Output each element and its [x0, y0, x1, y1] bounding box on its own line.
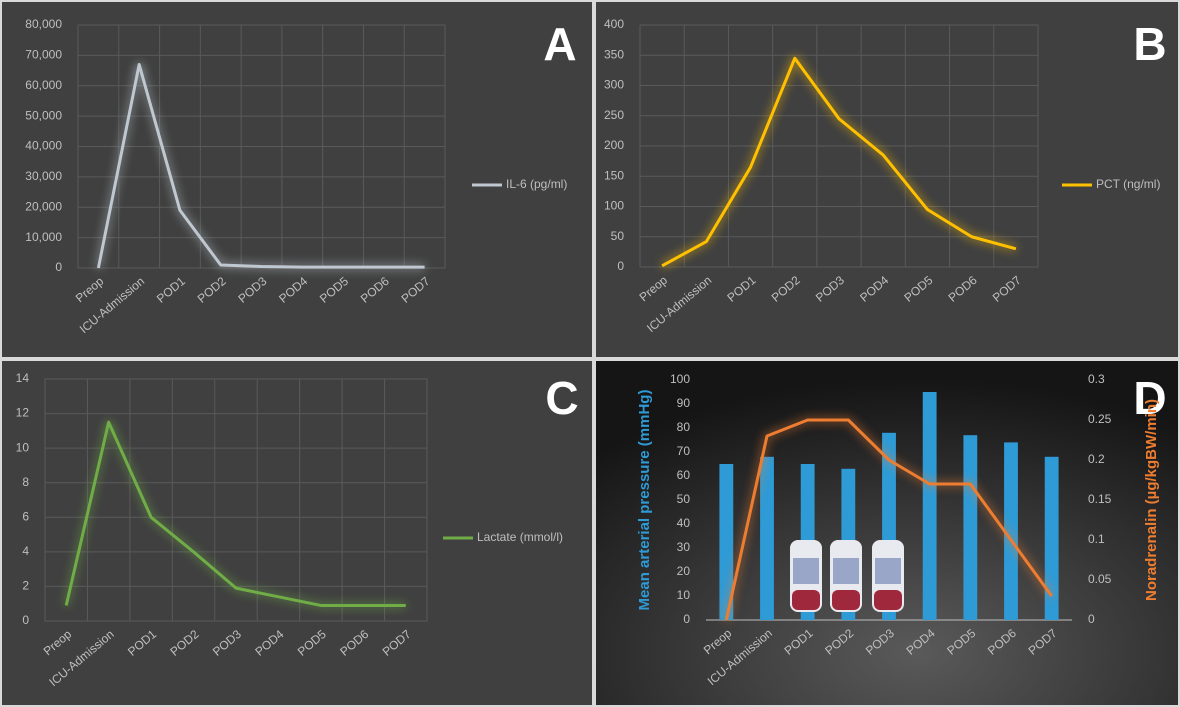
y-tick-label: 20,000	[25, 199, 62, 213]
panel	[596, 2, 1178, 357]
y-tick-label: 0	[617, 259, 624, 273]
panel	[2, 2, 592, 357]
y2-tick-label: 0.05	[1088, 572, 1112, 586]
y-tick-label: 0	[55, 260, 62, 274]
panel-letter: C	[545, 372, 578, 424]
cartridge	[872, 540, 904, 612]
panel-letter: B	[1133, 18, 1166, 70]
y2-tick-label: 0.25	[1088, 412, 1112, 426]
y-tick-label: 40	[677, 516, 691, 530]
bar	[760, 456, 774, 620]
y-tick-label: 0	[683, 612, 690, 626]
y-tick-label: 4	[22, 544, 29, 558]
y2-tick-label: 0.15	[1088, 492, 1112, 506]
cartridge	[830, 540, 862, 612]
y-tick-label: 80	[677, 420, 691, 434]
bar	[1004, 442, 1018, 620]
y-tick-label: 14	[16, 371, 30, 385]
y-tick-label: 150	[604, 168, 624, 182]
y2-tick-label: 0	[1088, 612, 1095, 626]
y-tick-label: 100	[604, 199, 624, 213]
y-tick-label: 50	[611, 229, 625, 243]
y-tick-label: 70	[677, 444, 691, 458]
bar	[1044, 456, 1059, 620]
line	[724, 418, 1053, 621]
y-tick-label: 250	[604, 108, 624, 122]
y-tick-label: 400	[604, 17, 624, 31]
y-tick-label: 50	[677, 492, 691, 506]
y-axis-title: Mean arterial pressure (mmHg)	[636, 390, 653, 611]
line	[661, 56, 1017, 268]
y2-tick-label: 0.2	[1088, 452, 1105, 466]
y-tick-label: 10	[677, 588, 691, 602]
y-tick-label: 40,000	[25, 139, 62, 153]
legend-label: Lactate (mmol/l)	[477, 530, 563, 544]
y-tick-label: 20	[677, 564, 691, 578]
y-tick-label: 70,000	[25, 48, 62, 62]
y-tick-label: 350	[604, 47, 624, 61]
y-tick-label: 30	[677, 540, 691, 554]
y-tick-label: 50,000	[25, 108, 62, 122]
line	[96, 62, 425, 269]
y-tick-label: 300	[604, 78, 624, 92]
line	[64, 420, 406, 607]
y-tick-label: 80,000	[25, 17, 62, 31]
y-tick-label: 30,000	[25, 169, 62, 183]
y-tick-label: 8	[22, 475, 29, 489]
bar	[719, 464, 734, 620]
y-tick-label: 0	[22, 613, 29, 627]
bar	[922, 392, 937, 620]
y-tick-label: 60,000	[25, 78, 62, 92]
panel	[2, 361, 592, 705]
y2-axis-title: Noradrenalin (µg/kgBW/min)	[1143, 399, 1160, 601]
y-tick-label: 100	[670, 372, 690, 386]
y-tick-label: 12	[16, 406, 30, 420]
y-tick-label: 90	[677, 396, 691, 410]
bar	[963, 435, 978, 620]
y-tick-label: 10	[16, 440, 30, 454]
y2-tick-label: 0.1	[1088, 532, 1105, 546]
legend-label: PCT (ng/ml)	[1096, 177, 1160, 191]
y2-tick-label: 0.3	[1088, 372, 1105, 386]
panel-letter: A	[543, 18, 576, 70]
y-tick-label: 200	[604, 138, 624, 152]
filter-cartridges	[790, 540, 904, 612]
y-tick-label: 60	[677, 468, 691, 482]
panel-letter: D	[1133, 372, 1166, 424]
y-tick-label: 2	[22, 579, 29, 593]
y-tick-label: 6	[22, 509, 29, 523]
cartridge	[790, 540, 822, 612]
legend-label: IL-6 (pg/ml)	[506, 177, 567, 191]
y-tick-label: 10,000	[25, 230, 62, 244]
